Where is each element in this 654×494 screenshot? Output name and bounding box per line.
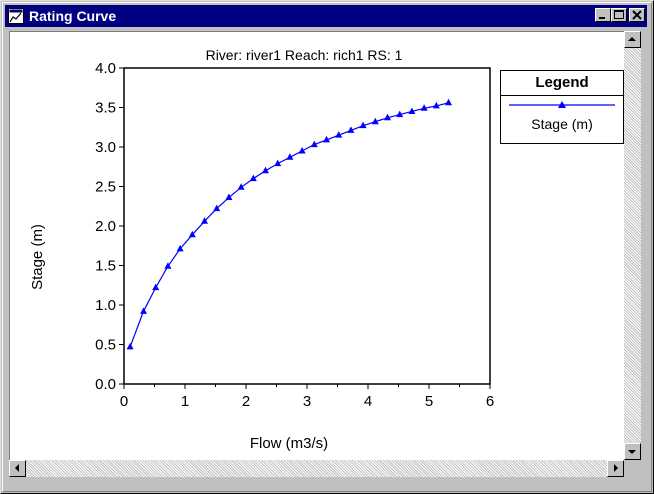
y-tick-label: 4.0	[95, 60, 116, 77]
data-point	[225, 193, 233, 201]
maximize-icon	[614, 10, 624, 19]
vertical-scrollbar[interactable]	[624, 31, 641, 460]
minimize-button[interactable]	[595, 8, 611, 22]
series-line	[129, 102, 449, 348]
data-point	[126, 342, 134, 350]
data-point	[164, 262, 172, 269]
chart-area: River: river1 Reach: rich1 RS: 1 0 1 2 3 4 5 6…	[9, 31, 624, 460]
scroll-right-button[interactable]	[607, 460, 624, 477]
data-point	[262, 166, 270, 174]
y-tick-label: 1.5	[95, 258, 116, 275]
data-point	[201, 217, 209, 224]
data-point	[286, 153, 294, 160]
series-stage	[126, 98, 453, 350]
data-point	[274, 159, 282, 167]
data-point	[323, 135, 331, 143]
y-tick-label: 0.0	[95, 376, 116, 393]
maximize-button[interactable]	[611, 8, 627, 22]
y-tick-label: 2.5	[95, 179, 116, 196]
x-tick-label: 1	[181, 393, 189, 410]
y-tick-label: 2.0	[95, 218, 116, 235]
axes: 0 1 2 3 4 5 6 0.0 0.5 1.0 1.5 2.0 2.5 3.0 3.5 4.0	[95, 60, 494, 410]
x-tick-label: 5	[425, 393, 433, 410]
x-tick-label: 3	[303, 393, 311, 410]
scroll-down-button[interactable]	[624, 443, 641, 460]
x-tick-label: 6	[486, 393, 494, 410]
data-point	[420, 104, 428, 111]
window-title: Rating Curve	[29, 8, 117, 24]
legend-swatch	[509, 101, 615, 108]
y-tick-label: 3.5	[95, 100, 116, 117]
chart-title: River: river1 Reach: rich1 RS: 1	[206, 47, 403, 63]
data-point	[384, 113, 392, 121]
data-point	[432, 101, 440, 109]
y-tick-label: 1.0	[95, 297, 116, 314]
x-tick-label: 2	[242, 393, 250, 410]
y-tick-label: 0.5	[95, 337, 116, 354]
data-point	[359, 121, 367, 129]
x-tick-label: 0	[120, 393, 128, 410]
legend-title: Legend	[501, 71, 623, 96]
arrow-up-icon	[628, 37, 636, 41]
rating-curve-chart: River: river1 Reach: rich1 RS: 1 0 1 2 3 4 5 6…	[29, 47, 494, 452]
horizontal-scrollbar[interactable]	[9, 460, 624, 477]
size-grip[interactable]	[624, 460, 641, 477]
data-point	[335, 131, 343, 138]
data-point	[237, 183, 245, 190]
data-point	[371, 117, 379, 125]
data-point	[408, 107, 416, 114]
data-point	[213, 204, 221, 212]
x-tick-label: 4	[364, 393, 372, 410]
x-axis-label: Flow (m3/s)	[250, 435, 328, 452]
scroll-up-button[interactable]	[624, 31, 641, 48]
legend: Legend Stage (m)	[500, 70, 624, 144]
arrow-right-icon	[614, 464, 618, 472]
data-point	[347, 126, 355, 133]
minimize-icon	[599, 17, 605, 19]
data-point	[249, 174, 257, 182]
data-point	[188, 230, 196, 238]
data-point	[140, 307, 148, 314]
y-axis-label: Stage (m)	[29, 224, 46, 290]
data-point	[152, 283, 160, 291]
legend-entry-stage: Stage (m)	[531, 116, 593, 132]
arrow-down-icon	[628, 450, 636, 454]
title-bar[interactable]: Rating Curve	[5, 5, 647, 27]
data-point	[396, 110, 404, 118]
close-icon	[632, 10, 642, 20]
close-button[interactable]	[629, 8, 645, 22]
plot-frame	[123, 67, 491, 385]
data-point	[298, 146, 306, 154]
data-point	[445, 98, 453, 106]
arrow-left-icon	[15, 464, 19, 472]
chart-window-icon	[8, 8, 24, 24]
scroll-left-button[interactable]	[9, 460, 26, 477]
data-point	[176, 244, 184, 252]
data-point	[310, 140, 318, 148]
y-tick-label: 3.0	[95, 139, 116, 156]
